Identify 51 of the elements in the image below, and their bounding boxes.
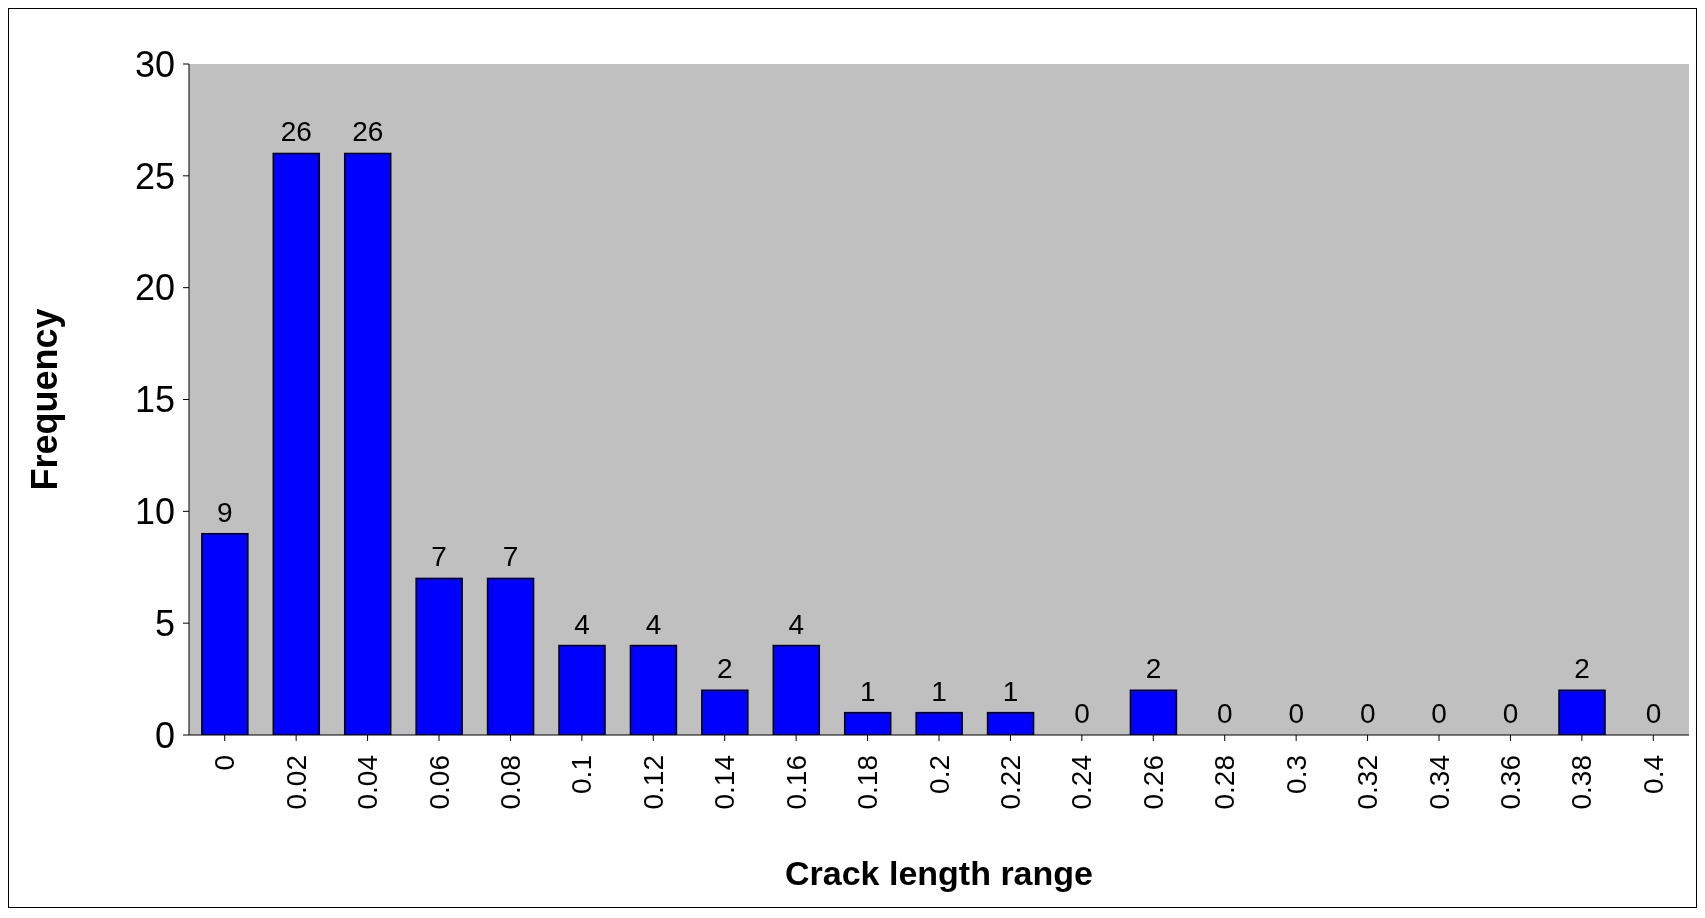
x-tick-label: 0.08	[494, 755, 526, 810]
y-tick-label: 20	[134, 267, 175, 309]
x-tick-label: 0.02	[280, 755, 312, 810]
data-label: 0	[1288, 698, 1305, 729]
x-tick-label: 0.34	[1423, 755, 1455, 810]
data-label: 0	[1502, 698, 1519, 729]
x-tick-label: 0.24	[1066, 755, 1098, 810]
data-label: 9	[217, 496, 233, 528]
data-label: 26	[352, 116, 384, 148]
x-tick-label: 0.16	[780, 755, 812, 810]
x-tick-label: 0.4	[1637, 755, 1669, 794]
data-label: 0	[1359, 698, 1376, 729]
x-tick-label: 0.38	[1566, 755, 1598, 810]
x-tick-label: 0.32	[1352, 755, 1384, 810]
x-axis-title: Crack length range	[785, 854, 1093, 892]
x-tick-label: 0.2	[923, 755, 955, 794]
data-label: 0	[1217, 698, 1233, 729]
x-tick-label: 0.12	[637, 755, 669, 810]
x-tick-label: 0	[209, 755, 241, 771]
y-tick-label: 25	[134, 155, 175, 197]
x-tick-label: 0.06	[423, 755, 455, 810]
x-tick-label: 0.1	[566, 755, 598, 794]
x-tick-label: 0.22	[994, 755, 1026, 810]
y-tick-label: 30	[134, 43, 175, 85]
data-label: 0	[1431, 698, 1447, 729]
y-tick-label: 0	[154, 714, 175, 756]
data-label: 0	[1645, 698, 1662, 729]
x-tick-label: 0.18	[852, 755, 884, 810]
x-tick-label: 0.14	[709, 755, 741, 810]
data-label: 1	[931, 675, 947, 707]
data-label: 26	[280, 116, 312, 148]
data-label: 4	[788, 608, 805, 640]
x-tick-label: 0.36	[1494, 755, 1526, 810]
data-label: 2	[1574, 653, 1590, 685]
data-label: 1	[1002, 675, 1019, 707]
data-label: 2	[717, 653, 733, 685]
y-tick-label: 10	[134, 491, 175, 533]
data-label: 7	[431, 541, 447, 573]
data-label: 4	[645, 608, 662, 640]
x-tick-label: 0.26	[1137, 755, 1169, 810]
data-label: 0	[1074, 698, 1090, 729]
data-label: 1	[859, 675, 876, 707]
y-tick-label: 15	[134, 379, 175, 421]
y-axis-title: Frequency	[23, 308, 65, 491]
y-tick-label: 5	[154, 602, 175, 644]
x-tick-label: 0.04	[352, 755, 384, 810]
x-tick-label: 0.28	[1209, 755, 1241, 810]
data-label: 7	[502, 541, 519, 573]
data-label: 4	[574, 608, 590, 640]
x-tick-label: 0.3	[1280, 755, 1312, 794]
data-label: 2	[1145, 653, 1162, 685]
